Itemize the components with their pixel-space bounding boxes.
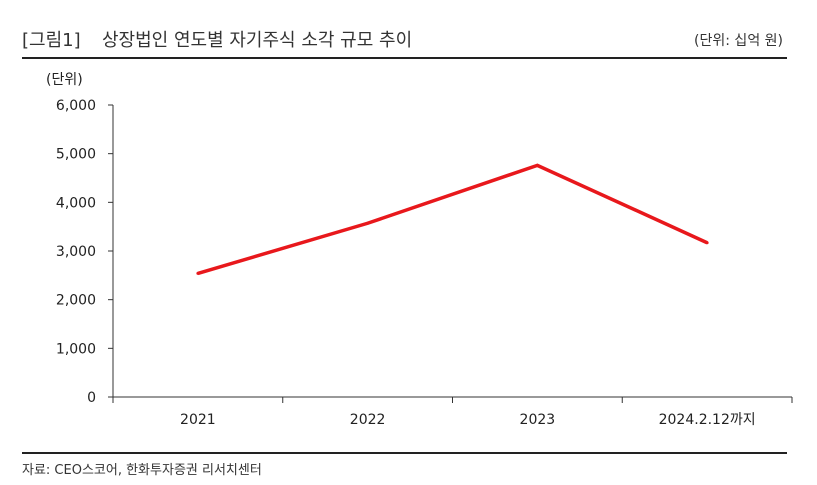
- top-rule: [22, 57, 787, 59]
- y-tick-label: 3,000: [56, 244, 96, 260]
- y-tick-label: 2,000: [56, 293, 96, 309]
- data-point: [535, 163, 539, 167]
- y-axis: 0 1,000 2,000 3,000 4,000 5,000 6,000: [56, 98, 114, 406]
- y-tick-label: 5,000: [56, 147, 96, 163]
- data-point: [705, 241, 709, 245]
- chart-header: [그림1] 상장법인 연도별 자기주식 소각 규모 추이 (단위: 십억 원): [22, 24, 797, 54]
- bottom-rule: [22, 452, 787, 454]
- y-tick-label: 6,000: [56, 98, 96, 114]
- figure-label: [그림1]: [22, 30, 81, 51]
- x-axis: 2021 2022 2023 2024.2.12까지: [112, 396, 793, 428]
- chart-title: 상장법인 연도별 자기주식 소각 규모 추이: [102, 30, 413, 51]
- data-point: [366, 221, 370, 225]
- unit-note: (단위: 십억 원): [694, 33, 783, 49]
- y-axis-unit-label: (단위): [46, 72, 83, 88]
- x-tick-label: 2023: [520, 412, 556, 428]
- x-tick-label: 2024.2.12까지: [659, 412, 756, 428]
- y-tick-label: 1,000: [56, 341, 96, 357]
- y-tick-label: 4,000: [56, 195, 96, 211]
- data-point: [196, 271, 200, 275]
- x-tick-label: 2022: [350, 412, 386, 428]
- series-layer: [196, 163, 709, 276]
- x-tick-label: 2021: [180, 412, 216, 428]
- source-note: 자료: CEO스코어, 한화투자증권 리서치센터: [22, 463, 262, 478]
- series-line: [197, 163, 708, 276]
- y-tick-label: 0: [87, 390, 96, 406]
